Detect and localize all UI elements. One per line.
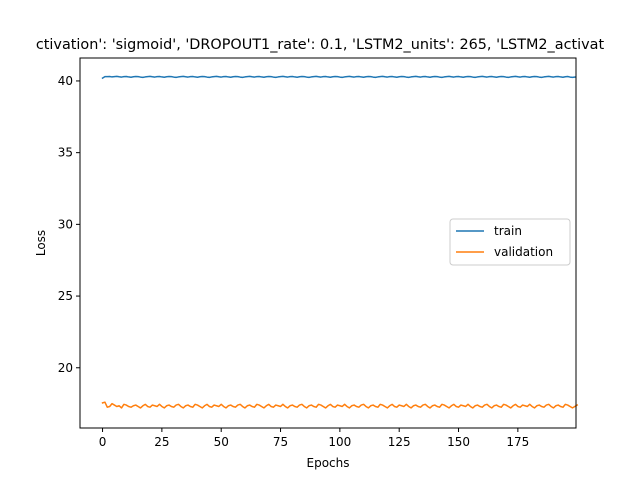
y-tick-label: 20 [58,361,73,375]
legend: train validation [449,218,571,266]
series-line-train [101,75,576,80]
legend-label-validation: validation [494,245,553,259]
x-tick-label: 175 [506,435,529,449]
x-axis-label: Epochs [307,456,350,470]
y-tick-label: 25 [58,289,73,303]
x-axis: 0 25 50 75 100 125 150 175 [99,428,529,449]
y-tick-label: 35 [58,146,73,160]
chart-title: ctivation': 'sigmoid', 'DROPOUT1_rate': … [36,37,605,53]
y-tick-label: 40 [58,74,73,88]
x-tick-label: 125 [388,435,411,449]
x-tick-label: 100 [328,435,351,449]
x-tick-label: 75 [273,435,288,449]
y-tick-label: 30 [58,217,73,231]
x-tick-label: 0 [99,435,107,449]
legend-label-train: train [494,224,522,238]
y-axis-label: Loss [34,230,48,256]
x-tick-label: 150 [447,435,470,449]
x-tick-label: 25 [154,435,169,449]
series-line-validation [101,401,579,409]
y-axis: 20 25 30 35 40 [58,74,80,375]
x-tick-label: 50 [214,435,229,449]
plot-area [101,75,579,409]
axes-frame [79,57,577,429]
